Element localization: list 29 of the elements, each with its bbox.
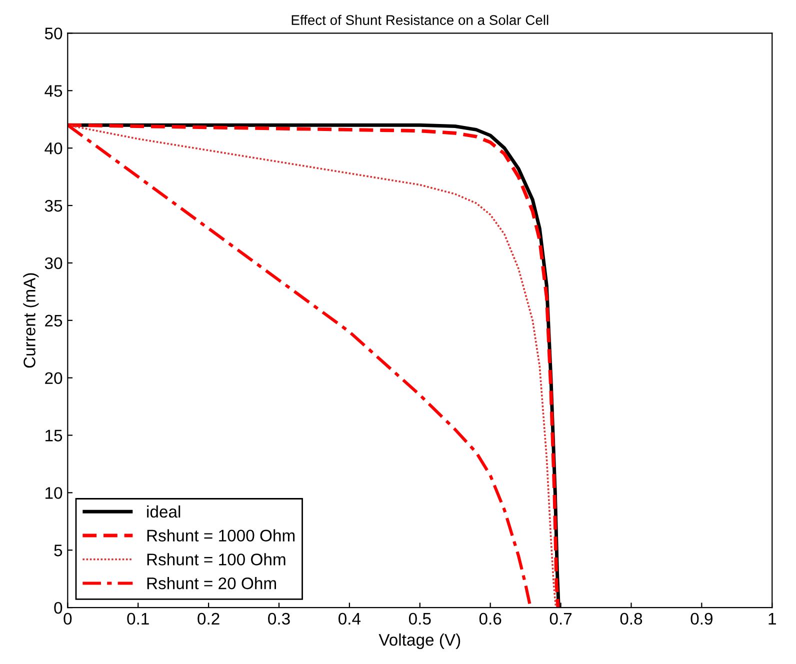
y-axis-title: Current (mA) <box>23 273 39 368</box>
y-tick-label: 15 <box>46 430 62 442</box>
y-tick-label: 5 <box>54 544 62 556</box>
x-tick-label: 0.9 <box>690 612 712 625</box>
y-tick-label: 30 <box>44 257 62 270</box>
legend-label: Rshunt = 100 Ohm <box>147 553 286 566</box>
x-tick-label: 0.2 <box>198 612 220 625</box>
x-tick-label: 0.5 <box>408 612 431 625</box>
y-tick-label: 50 <box>44 28 62 40</box>
y-tick-label: 40 <box>44 142 62 154</box>
y-tick-label: 20 <box>45 372 62 384</box>
x-tick-label: 0.7 <box>550 612 572 625</box>
x-axis-title: Voltage (V) <box>378 634 460 650</box>
x-tick-label: 0.6 <box>479 612 502 625</box>
y-tick-label: 45 <box>44 85 62 97</box>
x-tick-label: 0.1 <box>127 612 149 625</box>
legend-label: ideal <box>147 505 180 518</box>
y-tick-label: 25 <box>45 314 62 327</box>
y-tick-label: 35 <box>44 200 62 212</box>
x-tick-label: 1 <box>768 613 776 624</box>
y-tick-label: 0 <box>54 602 62 614</box>
x-tick-label: 0.8 <box>620 612 642 625</box>
legend-label: Rshunt = 1000 Ohm <box>147 529 295 542</box>
x-tick-label: 0 <box>64 612 72 625</box>
y-tick-label: 10 <box>46 487 62 499</box>
x-tick-label: 0.3 <box>268 612 290 625</box>
chart-title: Effect of Shunt Resistance on a Solar Cell <box>292 14 548 26</box>
legend-label: Rshunt = 20 Ohm <box>147 577 276 590</box>
x-tick-label: 0.4 <box>338 612 361 625</box>
